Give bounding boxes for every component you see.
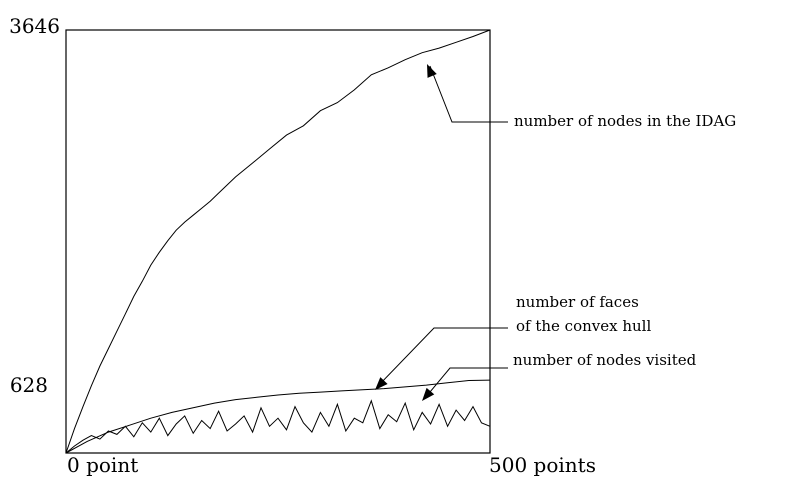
annotation-label-idag: number of nodes in the IDAG bbox=[514, 112, 736, 130]
x-tick-label-end: 500 points bbox=[489, 453, 596, 477]
annotation-arrowhead-faces bbox=[375, 377, 388, 390]
tick-labels: 3646 628 0 point 500 points bbox=[9, 14, 596, 477]
plot-frame bbox=[65, 29, 491, 454]
series-layer bbox=[65, 29, 491, 454]
annotation-leader-faces bbox=[377, 327, 508, 387]
annotation-arrowhead-visited bbox=[422, 387, 435, 401]
annotation-leader-idag bbox=[429, 65, 508, 123]
annotation-label-faces-line1: number of faces bbox=[516, 293, 639, 311]
series-line-3 bbox=[65, 399, 491, 454]
annotation-label-visited: number of nodes visited bbox=[513, 351, 697, 369]
y-tick-label-top: 3646 bbox=[9, 14, 60, 38]
plot-area bbox=[65, 29, 491, 454]
y-tick-label-628: 628 bbox=[10, 373, 48, 397]
annotation-leader-visited bbox=[424, 367, 508, 399]
annotation-arrowhead-idag bbox=[427, 64, 437, 78]
annotation-label-faces-line2: of the convex hull bbox=[516, 317, 651, 335]
series-line-1 bbox=[65, 29, 491, 454]
series-line-2 bbox=[65, 379, 491, 454]
x-tick-label-start: 0 point bbox=[67, 453, 138, 477]
annotations: number of nodes in the IDAG number of fa… bbox=[375, 64, 736, 401]
